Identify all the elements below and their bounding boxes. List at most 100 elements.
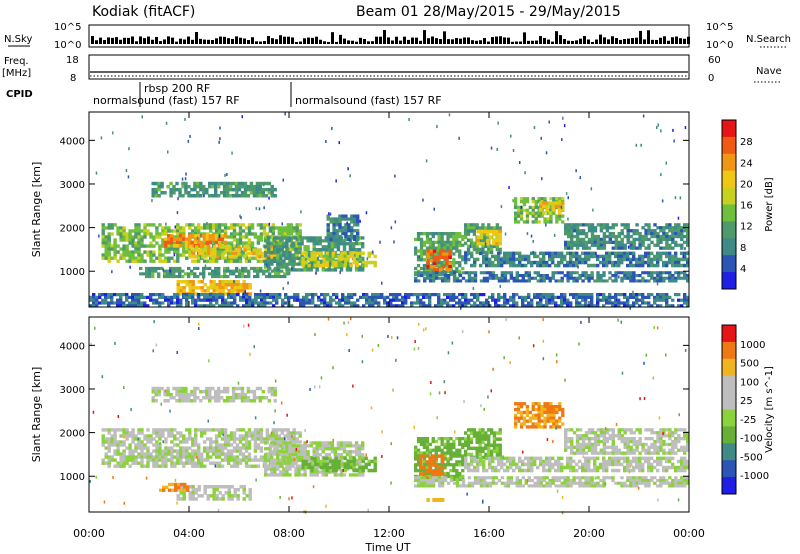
heatmap-cell (152, 461, 156, 465)
nsky-bar (427, 38, 430, 44)
heatmap-cell (288, 250, 292, 255)
heatmap-cell (309, 262, 313, 266)
heatmap-cell (554, 254, 558, 259)
heatmap-cell (448, 268, 452, 272)
heatmap-cell (452, 276, 457, 280)
heatmap-cell (306, 453, 310, 457)
noise-cell (255, 207, 258, 210)
heatmap-cell (270, 245, 274, 249)
heatmap-cell (122, 428, 126, 432)
heatmap-cell (542, 293, 546, 297)
heatmap-cell (575, 279, 579, 283)
heatmap-cell (107, 235, 111, 239)
heatmap-cell (452, 279, 457, 283)
noise-cell (342, 260, 345, 264)
heatmap-cell (578, 257, 582, 262)
heatmap-cell (371, 298, 375, 302)
heatmap-cell (647, 295, 651, 299)
noise-cell (165, 121, 168, 125)
heatmap-cell (104, 226, 108, 230)
heatmap-cell (294, 450, 298, 454)
heatmap-cell (599, 229, 604, 233)
heatmap-cell (479, 301, 483, 305)
heatmap-cell (101, 428, 105, 432)
heatmap-cell (149, 458, 153, 462)
heatmap-cell (333, 453, 338, 457)
heatmap-cell (247, 440, 252, 444)
heatmap-cell (264, 253, 268, 258)
heatmap-cell (414, 237, 418, 242)
heatmap-cell (458, 249, 462, 253)
nsky-bar (563, 38, 566, 44)
heatmap-cell (488, 257, 492, 262)
heatmap-cell (295, 431, 299, 435)
heatmap-cell (220, 223, 225, 227)
heatmap-cell (233, 491, 237, 495)
heatmap-cell (614, 251, 618, 256)
heatmap-cell (620, 223, 624, 227)
heatmap-cell (503, 254, 507, 259)
heatmap-cell (197, 229, 201, 233)
nsky-bar (395, 36, 398, 44)
heatmap-cell (300, 268, 304, 272)
heatmap-cell (113, 223, 117, 227)
heatmap-cell (488, 274, 493, 278)
heatmap-cell (295, 229, 299, 233)
heatmap-cell (185, 440, 189, 444)
heatmap-cell (235, 455, 240, 459)
heatmap-cell (303, 265, 307, 269)
heatmap-cell (514, 211, 518, 215)
heatmap-cell (163, 191, 167, 195)
heatmap-cell (208, 234, 212, 238)
heatmap-cell (506, 254, 510, 259)
heatmap-cell (587, 251, 591, 256)
heatmap-cell (572, 243, 577, 247)
nsky-bar (275, 39, 278, 44)
heatmap-cell (560, 208, 565, 212)
heatmap-cell (473, 304, 477, 308)
heatmap-cell (623, 251, 627, 256)
heatmap-cell (250, 464, 255, 468)
heatmap-cell (635, 260, 639, 265)
heatmap-cell (339, 259, 344, 263)
heatmap-cell (191, 455, 195, 459)
nsky-bar (379, 36, 382, 44)
heatmap-cell (432, 258, 437, 263)
heatmap-cell (518, 254, 522, 259)
nsky-bar (175, 41, 178, 44)
heatmap-cell (587, 263, 591, 268)
heatmap-cell (650, 234, 654, 239)
heatmap-cell (214, 187, 218, 192)
heatmap-cell (530, 301, 534, 305)
heatmap-cell (294, 453, 298, 457)
heatmap-cell (545, 263, 549, 268)
heatmap-cell (614, 240, 618, 244)
heatmap-cell (146, 244, 150, 248)
heatmap-cell (419, 304, 423, 308)
heatmap-cell (235, 443, 240, 447)
heatmap-cell (205, 240, 210, 245)
heatmap-cell (262, 226, 267, 230)
heatmap-cell (677, 257, 681, 262)
heatmap-cell (617, 254, 621, 259)
heatmap-cell (464, 271, 469, 275)
heatmap-cell (578, 237, 583, 242)
heatmap-cell (194, 232, 198, 236)
heatmap-cell (161, 431, 165, 435)
heatmap-cell (351, 450, 356, 454)
heatmap-cell (137, 226, 141, 230)
heatmap-cell (534, 200, 538, 204)
heatmap-cell (470, 279, 475, 283)
heatmap-cell (101, 229, 105, 233)
heatmap-cell (175, 269, 179, 273)
heatmap-cell (656, 271, 660, 275)
heatmap-cell (476, 257, 480, 262)
heatmap-cell (335, 293, 339, 297)
heatmap-cell (203, 428, 207, 432)
noise-cell (259, 289, 262, 293)
heatmap-cell (330, 441, 335, 445)
nsky-bar (435, 38, 438, 44)
heatmap-cell (119, 298, 123, 302)
heatmap-cell (157, 187, 161, 192)
heatmap-cell (179, 440, 183, 444)
